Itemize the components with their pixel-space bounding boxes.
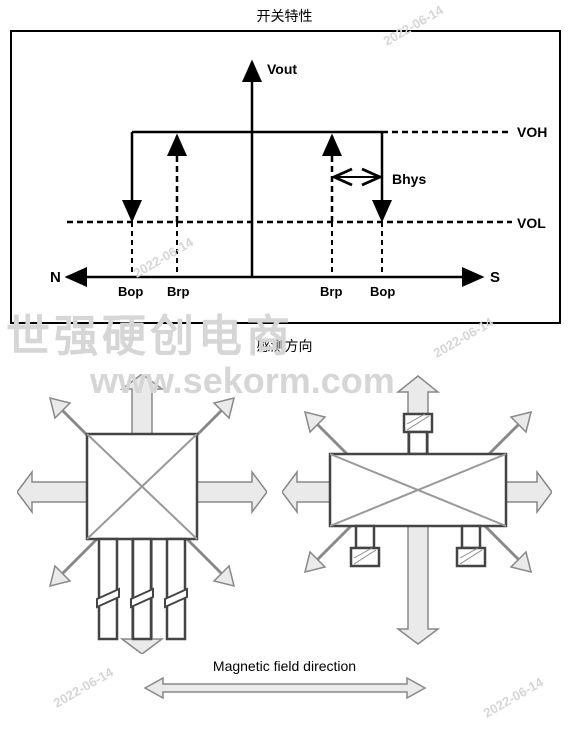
s-label: S bbox=[490, 269, 500, 286]
sensing-title: 感测方向 bbox=[0, 324, 569, 364]
right-brp-label: Brp bbox=[320, 284, 342, 299]
bhys-label: Bhys bbox=[392, 171, 426, 187]
left-bop-label: Bop bbox=[118, 284, 143, 299]
voh-label: VOH bbox=[517, 124, 547, 140]
package-to92 bbox=[17, 374, 267, 654]
package-sot23 bbox=[282, 374, 552, 654]
bottom-arrow-container bbox=[0, 674, 569, 707]
right-bop-label: Bop bbox=[370, 284, 395, 299]
bottom-label: Magnetic field direction bbox=[0, 654, 569, 674]
hysteresis-chart: Vout VOH VOL Bhys N S Bop Brp Brp Bop bbox=[10, 30, 561, 324]
package-diagrams bbox=[0, 364, 569, 654]
left-brp-label: Brp bbox=[167, 284, 189, 299]
switching-title: 开关特性 bbox=[0, 0, 569, 30]
bottom-arrow bbox=[135, 674, 435, 702]
hysteresis-svg: Vout VOH VOL Bhys N S Bop Brp Brp Bop bbox=[12, 32, 559, 322]
vol-label: VOL bbox=[517, 215, 546, 231]
n-label: N bbox=[50, 269, 61, 286]
vout-label: Vout bbox=[267, 61, 297, 77]
